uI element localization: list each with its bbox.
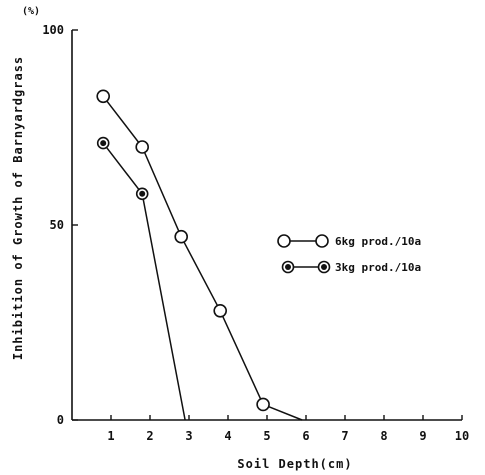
legend-label-6kg: 6kg prod./10a (335, 235, 421, 248)
data-point (213, 303, 227, 318)
legend-marker-dot (321, 264, 327, 270)
x-ticks: 1 2 3 4 5 6 7 8 9 10 (107, 415, 469, 443)
data-point-dot (139, 190, 146, 197)
x-tick-label: 5 (263, 429, 270, 443)
data-point (256, 397, 270, 412)
y-tick-label: 0 (57, 413, 64, 427)
x-tick-label: 2 (146, 429, 153, 443)
x-tick-label: 7 (341, 429, 348, 443)
series-0 (96, 89, 303, 421)
series-line (102, 95, 303, 421)
data-point (135, 140, 149, 154)
x-tick-label: 4 (224, 429, 231, 443)
y-tick-label: 50 (50, 218, 64, 232)
series-layer (96, 89, 303, 421)
series-1 (96, 136, 186, 421)
legend-marker-dot (285, 264, 291, 270)
x-tick-label: 10 (455, 429, 469, 443)
legend: 6kg prod./10a 3kg prod./10a (277, 234, 421, 274)
x-tick-label: 3 (185, 429, 192, 443)
y-ticks: 0 50 100 (42, 23, 78, 427)
data-point (96, 89, 110, 104)
y-tick-label: 100 (42, 23, 64, 37)
legend-marker-open-circle (315, 234, 329, 248)
data-point-dot (100, 140, 107, 147)
y-axis-label: Inhibition of Growth of Barnyardgrass (11, 56, 25, 360)
legend-item-6kg: 6kg prod./10a (277, 234, 421, 248)
x-tick-label: 6 (302, 429, 309, 443)
legend-item-3kg: 3kg prod./10a (281, 260, 421, 274)
legend-marker-open-circle (277, 234, 291, 248)
data-point (174, 229, 188, 244)
series-line (102, 142, 186, 421)
x-tick-label: 1 (107, 429, 114, 443)
x-tick-label: 8 (380, 429, 387, 443)
legend-label-3kg: 3kg prod./10a (335, 261, 421, 274)
x-axis-label: Soil Depth(cm) (237, 457, 352, 471)
x-tick-label: 9 (419, 429, 426, 443)
axes (71, 30, 462, 421)
y-axis-unit: (%) (22, 6, 40, 17)
